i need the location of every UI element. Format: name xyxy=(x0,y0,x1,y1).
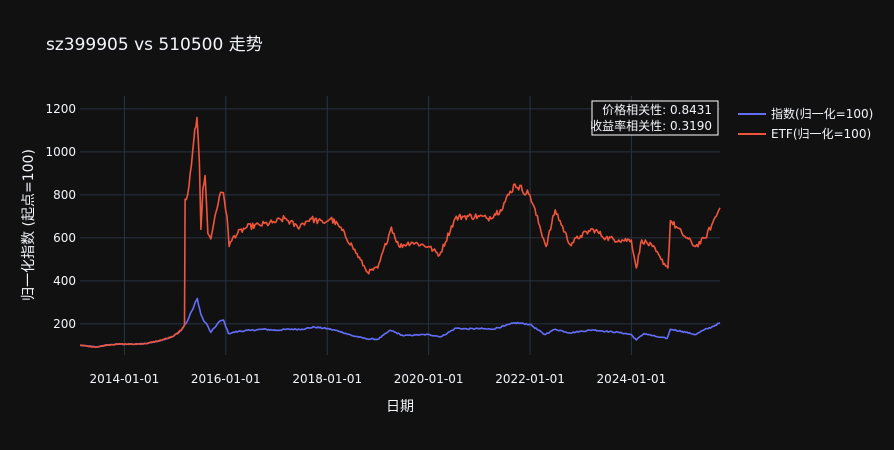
series-line-index xyxy=(80,297,721,348)
x-axis: 2014-01-01 2016-01-01 2018-01-01 2020-01-01… xyxy=(90,372,667,386)
y-tick-label: 200 xyxy=(53,317,76,331)
grid-lines xyxy=(80,96,720,355)
y-tick-label: 800 xyxy=(53,188,76,202)
plot-area xyxy=(80,96,720,355)
x-tick-label: 2022-01-01 xyxy=(495,372,565,386)
legend-item-etf[interactable]: ETF(归一化=100) xyxy=(738,127,871,141)
y-axis-title: 归一化指数 (起点=100) xyxy=(20,149,37,301)
series-line-etf xyxy=(79,116,721,349)
correlation-annotation: 价格相关性: 0.8431 收益率相关性: 0.3190 xyxy=(590,100,719,136)
return-correlation-text: 收益率相关性: 0.3190 xyxy=(590,118,712,133)
price-correlation-text: 价格相关性: 0.8431 xyxy=(602,102,712,117)
y-tick-label: 1200 xyxy=(45,102,76,116)
x-tick-label: 2024-01-01 xyxy=(597,372,667,386)
legend-item-index[interactable]: 指数(归一化=100) xyxy=(738,106,873,121)
series-layer xyxy=(79,116,721,349)
y-tick-label: 400 xyxy=(53,274,76,288)
legend: 指数(归一化=100) ETF(归一化=100) xyxy=(738,106,873,141)
legend-label-etf: ETF(归一化=100) xyxy=(771,127,871,141)
y-tick-label: 600 xyxy=(53,231,76,245)
x-tick-label: 2016-01-01 xyxy=(191,372,261,386)
x-axis-title: 日期 xyxy=(386,399,414,415)
annotation-box xyxy=(591,100,719,136)
y-axis: 200 400 600 800 1000 1200 xyxy=(45,102,76,331)
chart-title: sz399905 vs 510500 走势 xyxy=(46,35,263,55)
y-tick-label: 1000 xyxy=(45,145,76,159)
legend-label-index: 指数(归一化=100) xyxy=(771,106,873,121)
x-tick-label: 2014-01-01 xyxy=(90,372,160,386)
x-tick-label: 2020-01-01 xyxy=(394,372,464,386)
x-tick-label: 2018-01-01 xyxy=(292,372,362,386)
